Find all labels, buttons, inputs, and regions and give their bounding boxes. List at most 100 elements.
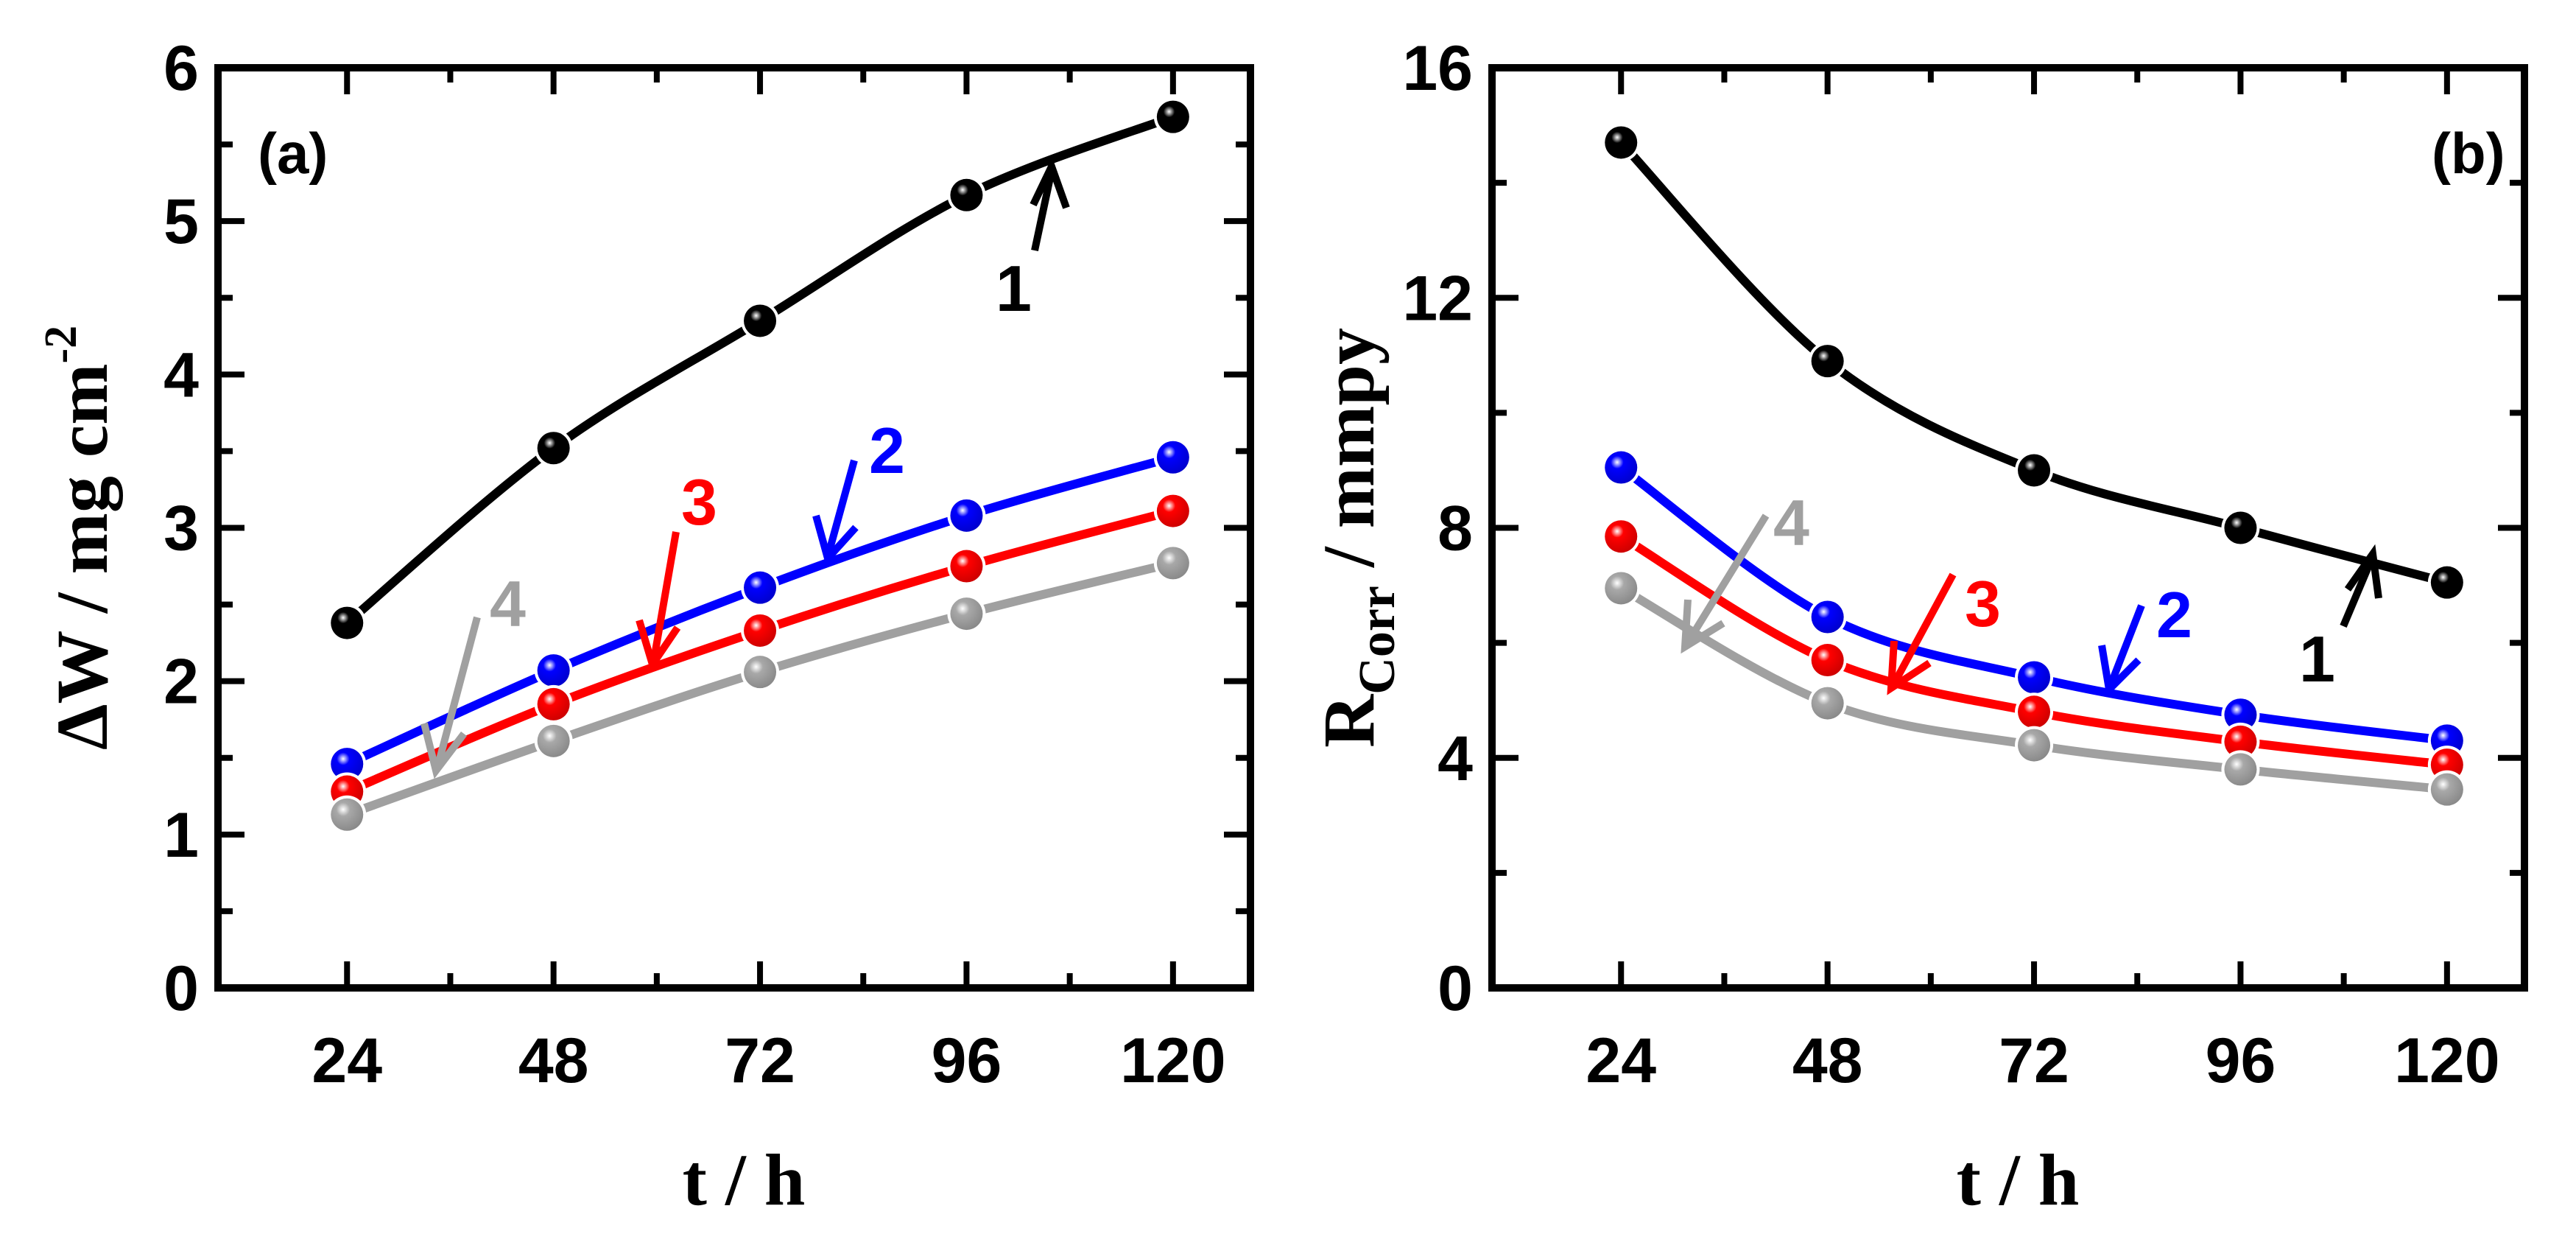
series-label-b-3-text: 3 [1965,567,2001,640]
series-label-a-1: 1 [996,157,1070,325]
y-tick-label-b-16: 16 [1402,33,1473,104]
data-point-a-2-24 [331,748,364,781]
x-tick-label-a-24: 24 [312,1025,382,1096]
series-arrow-b-1-head [2344,544,2382,599]
data-point-a-2-96 [950,499,983,532]
series-label-a-4: 4 [420,567,526,779]
data-point-a-1-24 [331,606,364,639]
y-tick-label-a-0: 0 [163,953,199,1024]
series-label-a-1-text: 1 [996,252,1032,325]
series-label-a-3: 3 [636,466,717,673]
data-point-a-3-72 [744,614,777,647]
series-label-b-4-text: 4 [1773,486,1809,559]
y-tick-label-b-4: 4 [1437,723,1473,794]
x-axis-title-a: t / h [683,1139,806,1221]
y-axis-title-a-sup: -2 [36,326,86,364]
x-tick-label-a-96: 96 [932,1025,1002,1096]
y-axis-title-b-tail: / mmpy [1308,328,1390,586]
data-point-b-3-24 [1605,520,1638,553]
series-arrow-b-3 [1890,572,1957,686]
series-label-b-4: 4 [1681,486,1809,654]
series-label-b-2: 2 [2098,578,2192,698]
data-point-a-4-120 [1156,547,1189,580]
data-point-b-2-48 [1811,600,1844,634]
series-arrow-b-4-head [1681,599,1725,654]
x-tick-label-b-120: 120 [2394,1025,2500,1096]
data-point-a-1-48 [537,432,570,465]
series-arrow-b-2-head [2098,645,2142,698]
series-arrow-a-2 [825,459,858,555]
x-tick-label-b-96: 96 [2206,1025,2276,1096]
y-axis-title-b: RCorr / mmpy [1308,328,1406,748]
series-arrow-a-3 [650,531,680,660]
data-point-a-2-48 [537,654,570,687]
data-point-b-3-48 [1811,644,1844,677]
data-point-a-3-96 [950,550,983,583]
series-arrow-a-1-head [1030,157,1070,209]
y-tick-label-a-5: 5 [163,186,199,257]
series-arrow-a-4 [434,616,481,766]
y-tick-label-a-4: 4 [163,340,199,410]
series-arrow-b-4 [1684,513,1770,645]
x-tick-label-b-72: 72 [1999,1025,2069,1096]
data-point-b-2-96 [2224,698,2257,732]
data-point-b-2-24 [1605,451,1638,484]
data-point-a-3-120 [1156,494,1189,527]
data-point-b-4-120 [2430,773,2463,806]
series-label-b-3: 3 [1887,567,2001,695]
data-point-a-3-48 [537,687,570,720]
y-axis-title-b-main: R [1308,693,1390,748]
series-arrow-a-4-head [420,722,467,779]
data-point-b-4-48 [1811,687,1844,720]
y-tick-label-a-2: 2 [163,647,199,718]
data-point-b-3-72 [2018,695,2051,729]
y-tick-label-a-1: 1 [163,800,199,871]
data-point-a-4-24 [331,798,364,831]
series-label-a-3-text: 3 [681,466,717,539]
data-point-b-4-24 [1605,572,1638,605]
data-point-a-4-48 [537,724,570,757]
data-point-b-1-72 [2018,454,2051,487]
data-point-b-1-120 [2430,566,2463,599]
series-arrow-b-2 [2107,604,2145,687]
series-label-b-1: 1 [2299,544,2382,695]
data-point-b-3-96 [2224,725,2257,758]
data-point-b-1-48 [1811,345,1844,378]
series-label-b-1-text: 1 [2299,622,2335,695]
series-arrow-a-1 [1031,169,1055,252]
x-tick-label-a-48: 48 [518,1025,589,1096]
data-point-a-4-72 [744,656,777,689]
data-point-b-1-24 [1605,126,1638,159]
panel-label-b: (b) [2432,121,2505,186]
data-point-a-2-72 [744,571,777,604]
data-point-b-4-72 [2018,729,2051,762]
x-tick-label-a-120: 120 [1120,1025,1226,1096]
series-arrow-b-1 [2340,558,2375,628]
panel-label-a: (a) [258,121,328,186]
series-arrow-a-2-head [812,514,859,567]
x-tick-label-b-48: 48 [1792,1025,1863,1096]
data-point-b-1-96 [2224,511,2257,544]
series-line-b-1 [1616,138,2452,587]
y-tick-label-a-3: 3 [163,494,199,564]
y-axis-title-b-sub: Corr [1349,586,1406,695]
data-point-b-4-96 [2224,753,2257,786]
data-point-a-1-72 [744,304,777,337]
series-arrow-b-3-head [1887,640,1932,695]
plot-frame-b [1488,64,2528,992]
x-axis-title-b: t / h [1957,1139,2080,1221]
y-axis-title-a-main: ΔW / mg cm [41,363,123,750]
data-point-a-2-120 [1156,441,1189,474]
series-label-a-2-text: 2 [869,414,905,487]
data-point-a-4-96 [950,597,983,631]
series-label-b-2-text: 2 [2156,578,2192,651]
series-label-a-4-text: 4 [490,567,526,640]
series-label-a-2: 2 [812,414,905,567]
y-tick-label-b-0: 0 [1437,953,1473,1024]
y-tick-label-b-12: 12 [1402,263,1473,334]
y-tick-label-b-8: 8 [1437,494,1473,564]
y-tick-label-a-6: 6 [163,33,199,104]
series-arrow-a-3-head [636,619,681,673]
